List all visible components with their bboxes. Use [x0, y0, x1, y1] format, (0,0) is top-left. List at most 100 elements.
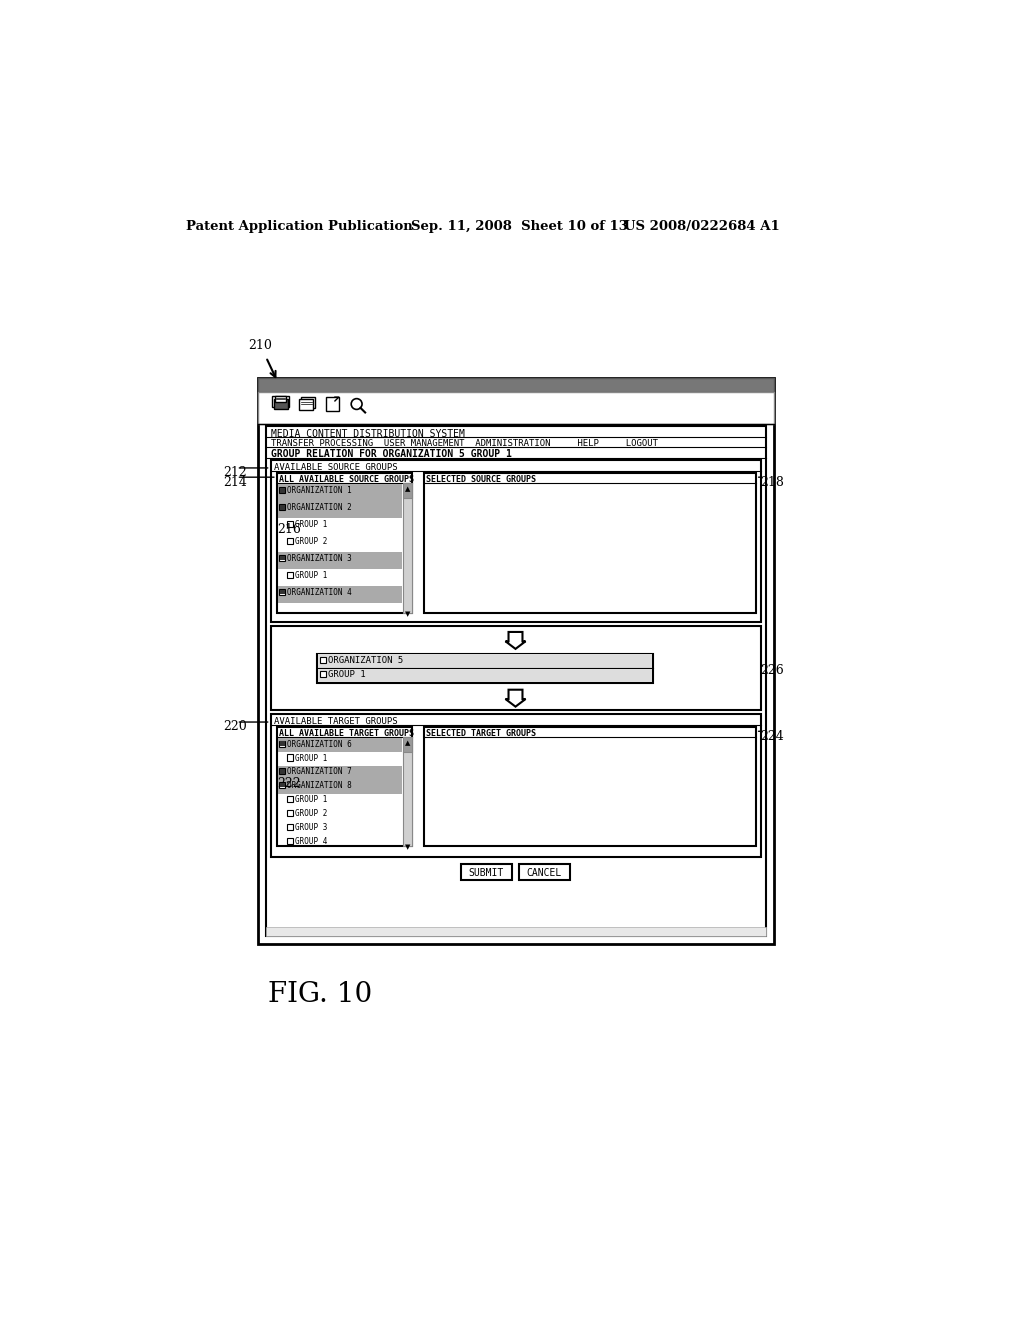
- Bar: [278, 586, 402, 603]
- Polygon shape: [506, 632, 525, 649]
- Text: 218: 218: [761, 475, 784, 488]
- Text: AVAILABLE TARGET GROUPS: AVAILABLE TARGET GROUPS: [274, 718, 398, 726]
- Text: ORGANIZATION 4: ORGANIZATION 4: [287, 589, 351, 597]
- Bar: [270, 714, 761, 857]
- Bar: [403, 483, 413, 612]
- Bar: [287, 755, 293, 760]
- Bar: [321, 672, 327, 677]
- Text: GROUP 1: GROUP 1: [295, 572, 327, 579]
- Polygon shape: [506, 689, 525, 706]
- Text: Patent Application Publication: Patent Application Publication: [186, 220, 413, 234]
- Text: ORGANIZATION 3: ORGANIZATION 3: [287, 554, 351, 564]
- Text: SUBMIT: SUBMIT: [468, 869, 504, 878]
- Text: 222: 222: [278, 776, 301, 789]
- Text: 216: 216: [278, 523, 301, 536]
- Bar: [270, 626, 761, 710]
- Text: TRANSFER PROCESSING  USER MANAGEMENT  ADMINISTRATION     HELP     LOGOUT: TRANSFER PROCESSING USER MANAGEMENT ADMI…: [270, 438, 657, 447]
- Text: GROUP 1: GROUP 1: [295, 520, 327, 529]
- Text: MEDIA CONTENT DISTRIBUTION SYSTEM: MEDIA CONTENT DISTRIBUTION SYSTEM: [270, 429, 465, 438]
- Bar: [287, 824, 293, 830]
- Bar: [280, 590, 285, 594]
- Text: GROUP RELATION FOR ORGANIZATION 5 GROUP 1: GROUP RELATION FOR ORGANIZATION 5 GROUP …: [270, 449, 511, 458]
- Text: ALL AVAILABLE SOURCE GROUPS: ALL AVAILABLE SOURCE GROUPS: [280, 475, 414, 484]
- Bar: [317, 669, 652, 682]
- Text: SELECTED TARGET GROUPS: SELECTED TARGET GROUPS: [426, 729, 537, 738]
- Bar: [278, 502, 402, 517]
- Bar: [280, 589, 286, 595]
- Bar: [280, 487, 286, 494]
- Text: SELECTED SOURCE GROUPS: SELECTED SOURCE GROUPS: [426, 475, 537, 484]
- Text: GROUP 2: GROUP 2: [295, 809, 327, 818]
- Text: GROUP 3: GROUP 3: [295, 822, 327, 832]
- Bar: [278, 484, 402, 502]
- Bar: [266, 927, 766, 936]
- Text: GROUP 4: GROUP 4: [295, 837, 327, 846]
- Text: ORGANIZATION 8: ORGANIZATION 8: [287, 781, 351, 791]
- Bar: [287, 838, 293, 843]
- Bar: [276, 726, 413, 846]
- Text: US 2008/0222684 A1: US 2008/0222684 A1: [624, 220, 779, 234]
- Text: ORGANIZATION 6: ORGANIZATION 6: [287, 739, 351, 748]
- Text: ORGANIZATION 5: ORGANIZATION 5: [328, 656, 403, 665]
- Bar: [519, 865, 569, 880]
- Bar: [287, 521, 293, 527]
- Bar: [287, 539, 293, 544]
- Bar: [276, 473, 413, 612]
- Text: ORGANIZATION 1: ORGANIZATION 1: [287, 487, 351, 495]
- Bar: [280, 741, 286, 747]
- Text: 226: 226: [761, 664, 784, 677]
- Bar: [403, 737, 413, 846]
- Text: 220: 220: [223, 721, 247, 734]
- Text: AVAILABLE SOURCE GROUPS: AVAILABLE SOURCE GROUPS: [274, 463, 398, 473]
- Bar: [280, 742, 285, 746]
- Bar: [424, 473, 756, 612]
- Text: FIG. 10: FIG. 10: [267, 981, 372, 1007]
- Bar: [272, 396, 289, 407]
- Bar: [461, 865, 512, 880]
- Bar: [280, 504, 286, 511]
- Bar: [278, 780, 402, 793]
- Text: ORGANIZATION 7: ORGANIZATION 7: [287, 767, 351, 776]
- Bar: [278, 738, 402, 752]
- Bar: [299, 400, 313, 411]
- Bar: [280, 781, 286, 788]
- Bar: [403, 483, 413, 498]
- Bar: [273, 400, 288, 409]
- Bar: [280, 488, 285, 492]
- Bar: [287, 810, 293, 816]
- Text: ALL AVAILABLE TARGET GROUPS: ALL AVAILABLE TARGET GROUPS: [280, 729, 414, 738]
- Bar: [270, 461, 761, 622]
- Text: ▲: ▲: [406, 739, 411, 746]
- Bar: [280, 556, 285, 561]
- Bar: [403, 737, 413, 752]
- Bar: [327, 397, 339, 411]
- Bar: [258, 378, 773, 944]
- Bar: [301, 397, 314, 408]
- Text: Sep. 11, 2008  Sheet 10 of 13: Sep. 11, 2008 Sheet 10 of 13: [411, 220, 628, 234]
- Bar: [280, 504, 285, 510]
- Text: 224: 224: [761, 730, 784, 743]
- Text: 212: 212: [223, 466, 247, 479]
- Bar: [287, 572, 293, 578]
- Text: 214: 214: [223, 475, 247, 488]
- Text: GROUP 2: GROUP 2: [295, 537, 327, 546]
- Text: 210: 210: [248, 339, 272, 352]
- Text: GROUP 1: GROUP 1: [295, 795, 327, 804]
- Bar: [278, 552, 402, 569]
- Text: ▲: ▲: [406, 486, 411, 491]
- Bar: [275, 396, 286, 403]
- Bar: [280, 770, 285, 774]
- Bar: [280, 768, 286, 775]
- Text: ORGANIZATION 2: ORGANIZATION 2: [287, 503, 351, 512]
- Text: ▼: ▼: [406, 611, 411, 618]
- Bar: [278, 766, 402, 780]
- Bar: [317, 653, 652, 682]
- Text: GROUP 1: GROUP 1: [295, 754, 327, 763]
- Bar: [287, 796, 293, 803]
- Bar: [266, 425, 766, 936]
- Bar: [258, 378, 773, 392]
- Text: ▼: ▼: [406, 845, 411, 850]
- Bar: [280, 554, 286, 561]
- Bar: [424, 726, 756, 846]
- Bar: [280, 783, 285, 788]
